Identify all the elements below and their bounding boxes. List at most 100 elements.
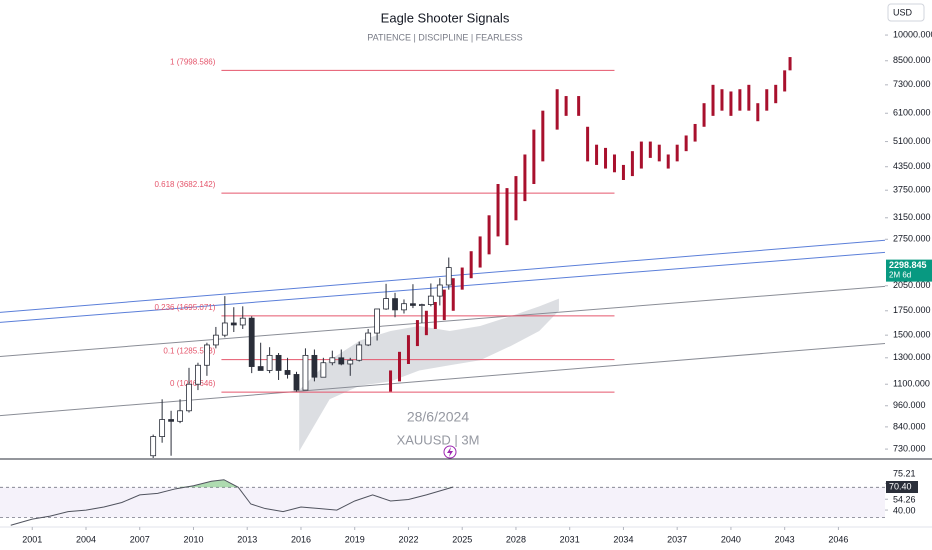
forecast-bar [433,301,437,329]
forecast-bar [765,89,769,111]
forecast-bar [564,96,568,116]
forecast-bar [648,141,652,158]
candle-body [338,357,345,365]
candle-body [204,344,210,366]
forecast-bar [406,335,410,365]
y-tick-label: 3150.000 [893,212,931,222]
candle-body [177,410,183,422]
candle-body [418,304,425,306]
candle-body [365,332,372,346]
y-tick-label: 730.000 [893,443,926,453]
x-tick-label: 2004 [76,534,96,544]
candle-body [383,298,389,310]
forecast-bar [693,123,697,142]
fib-label: 0.618 (3682.142) [154,180,215,189]
x-tick-label: 2037 [667,534,687,544]
x-tick-label: 2031 [560,534,580,544]
x-tick-label: 2043 [775,534,795,544]
x-tick-label: 2040 [721,534,741,544]
fib-label: 1 (7998.586) [170,57,216,66]
candle-body [275,354,282,371]
forecast-bar [460,267,464,290]
y-tick-label: 5100.000 [893,136,931,146]
rsi-last-tag [886,481,918,494]
x-tick-label: 2007 [130,534,150,544]
forecast-bar [774,84,778,104]
forecast-bar [541,110,545,162]
candle-body [445,267,452,286]
forecast-bar [621,164,625,180]
rsi-y-tick-label: 54.26 [893,494,916,504]
forecast-bar [555,89,559,130]
x-tick-label: 2022 [398,534,418,544]
y-tick-label: 2750.000 [893,234,931,244]
rsi-line [10,479,454,526]
rsi-y-tick-label: 75.21 [893,468,916,478]
candle-body [356,344,363,361]
y-tick-label: 4350.000 [893,161,931,171]
candle-body [410,303,416,306]
symbol-watermark: XAUUSD | 3M [397,432,480,447]
chart-title: Eagle Shooter Signals [381,10,510,25]
candle-body [159,419,166,437]
x-tick-label: 2028 [506,534,526,544]
forecast-bar [639,141,643,169]
x-tick-label: 2010 [183,534,203,544]
forecast-bar [702,103,706,127]
last-price-tag [886,259,932,282]
candle-body [374,308,381,334]
candle-body [320,362,327,378]
trend-line [0,342,885,417]
forecast-bar [469,251,473,279]
x-tick-label: 2046 [828,534,848,544]
y-tick-label: 1500.000 [893,330,931,340]
candle-body [195,364,201,385]
forecast-bar [783,70,787,92]
candle-body [427,295,434,305]
forecast-bar [532,129,536,185]
forecast-bar [398,351,402,382]
last-price-label: 2298.845 [889,260,927,270]
candle-body [221,322,228,336]
forecast-bar [711,84,715,116]
candle-body [436,284,443,297]
candle-body [230,322,237,326]
candle-body [239,317,246,326]
x-tick-label: 2013 [237,534,257,544]
forecast-bar [505,188,509,246]
forecast-bar [756,103,760,122]
currency-label: USD [893,7,913,17]
y-tick-label: 7300.000 [893,79,931,89]
forecast-bar [747,84,751,111]
forecast-bar [496,184,500,237]
cloud [299,298,559,452]
candle-body [293,374,300,391]
forecast-bar [666,154,670,169]
candle-body [302,354,309,391]
y-tick-label: 10000.000 [893,29,932,39]
currency-button[interactable] [887,3,925,22]
forecast-bar [523,154,527,202]
forecast-bar [514,176,518,221]
forecast-bar [487,215,491,255]
forecast-bar [675,144,679,162]
forecast-bar [577,96,581,116]
candle-body [284,370,291,375]
chart-subtitle: PATIENCE | DISCIPLINE | FEARLESS [367,32,522,42]
forecast-bar [586,126,590,162]
x-tick-label: 2001 [22,534,42,544]
rsi-y-tick-label: 40.00 [893,505,916,515]
candle-body [392,298,398,311]
forecast-bar [389,370,393,392]
y-tick-label: 1100.000 [893,379,930,389]
candle-body [150,436,157,457]
x-tick-label: 2016 [291,534,311,544]
date-watermark: 28/6/2024 [407,409,469,425]
forecast-bar [424,310,428,336]
y-tick-label: 1750.000 [893,305,931,315]
candle-body [257,366,264,371]
forecast-bar [684,135,688,152]
rsi-last-label: 70.40 [889,481,912,491]
plot-area: 1 (7998.586) 0.618 (3682.142) 0.236 (1695.… [0,57,885,458]
